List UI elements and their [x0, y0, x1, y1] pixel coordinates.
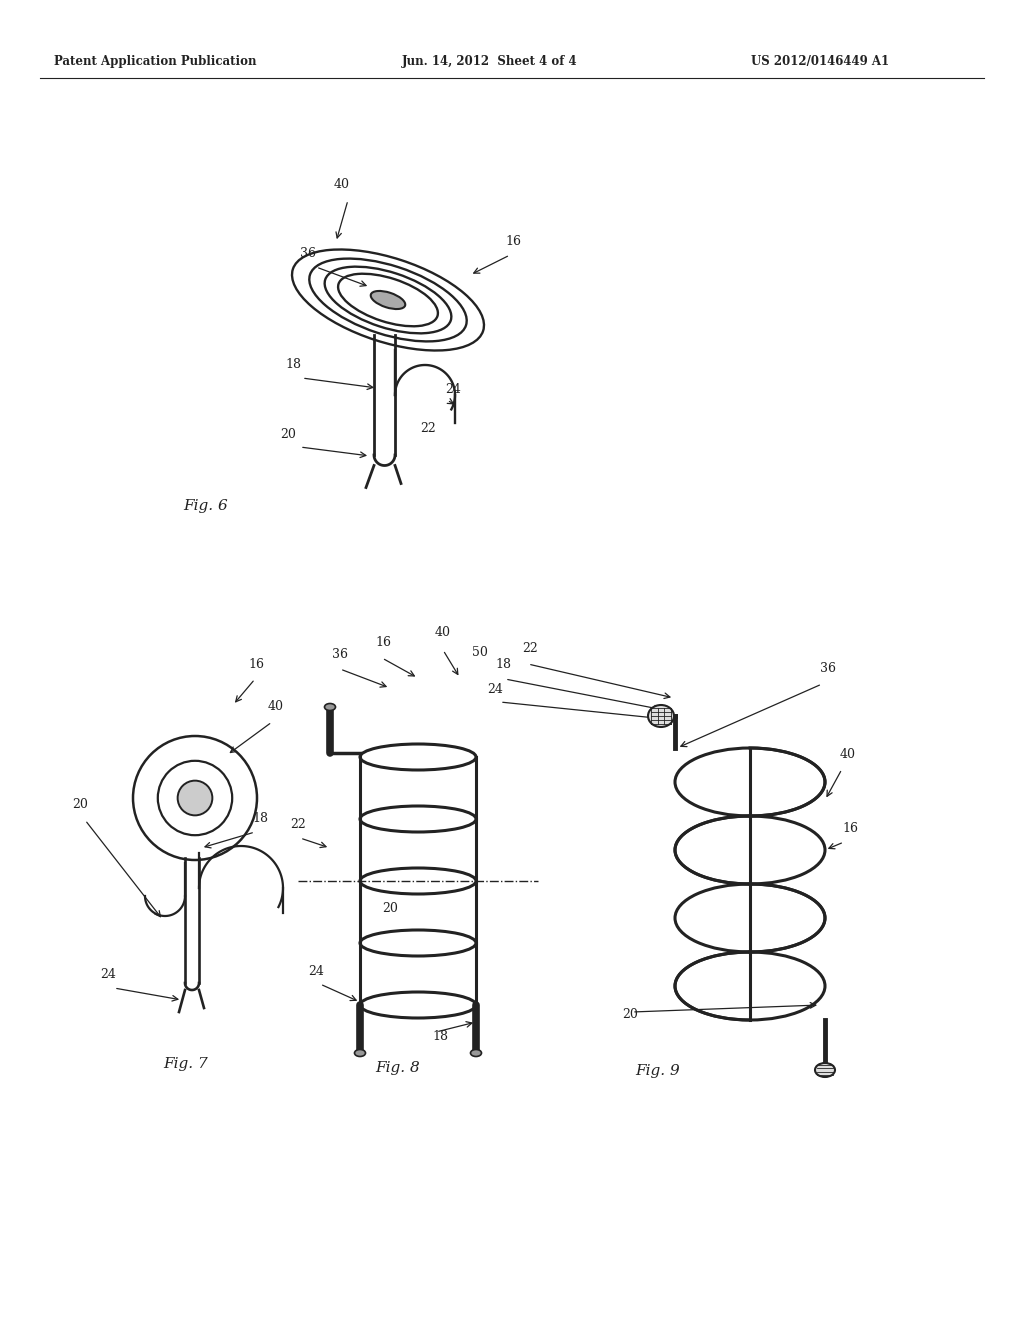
Ellipse shape	[354, 1049, 366, 1056]
Text: 18: 18	[495, 657, 511, 671]
Text: 50: 50	[472, 645, 487, 659]
Text: 40: 40	[334, 178, 350, 191]
Text: 36: 36	[332, 648, 348, 661]
Text: 20: 20	[280, 428, 296, 441]
Ellipse shape	[325, 704, 336, 710]
Text: 18: 18	[285, 358, 301, 371]
Ellipse shape	[815, 1063, 835, 1077]
Text: Jun. 14, 2012  Sheet 4 of 4: Jun. 14, 2012 Sheet 4 of 4	[402, 55, 578, 69]
Text: 16: 16	[842, 822, 858, 836]
Text: 36: 36	[300, 247, 316, 260]
Text: Fig. 8: Fig. 8	[375, 1061, 420, 1074]
Text: Patent Application Publication: Patent Application Publication	[53, 55, 256, 69]
Ellipse shape	[648, 705, 674, 727]
Text: 40: 40	[268, 700, 284, 713]
Text: 24: 24	[100, 968, 116, 981]
Text: 40: 40	[435, 626, 451, 639]
Text: 20: 20	[622, 1008, 638, 1020]
Text: Fig. 9: Fig. 9	[635, 1064, 680, 1078]
Text: 20: 20	[72, 799, 88, 810]
Text: 16: 16	[248, 657, 264, 671]
Ellipse shape	[470, 1049, 481, 1056]
Text: 22: 22	[420, 422, 436, 436]
Text: Fig. 7: Fig. 7	[163, 1057, 208, 1071]
Circle shape	[177, 780, 212, 816]
Text: 36: 36	[820, 663, 836, 675]
Text: 40: 40	[840, 748, 856, 762]
Text: 18: 18	[432, 1030, 449, 1043]
Text: 24: 24	[445, 383, 461, 396]
Ellipse shape	[371, 290, 406, 309]
Text: 22: 22	[522, 642, 538, 655]
Text: 24: 24	[308, 965, 324, 978]
Text: Fig. 6: Fig. 6	[183, 499, 227, 513]
Text: 22: 22	[290, 818, 306, 832]
Text: 18: 18	[252, 812, 268, 825]
Text: 20: 20	[382, 902, 398, 915]
Text: 24: 24	[487, 682, 503, 696]
Text: 16: 16	[505, 235, 521, 248]
Text: US 2012/0146449 A1: US 2012/0146449 A1	[751, 55, 889, 69]
Text: 16: 16	[375, 636, 391, 649]
